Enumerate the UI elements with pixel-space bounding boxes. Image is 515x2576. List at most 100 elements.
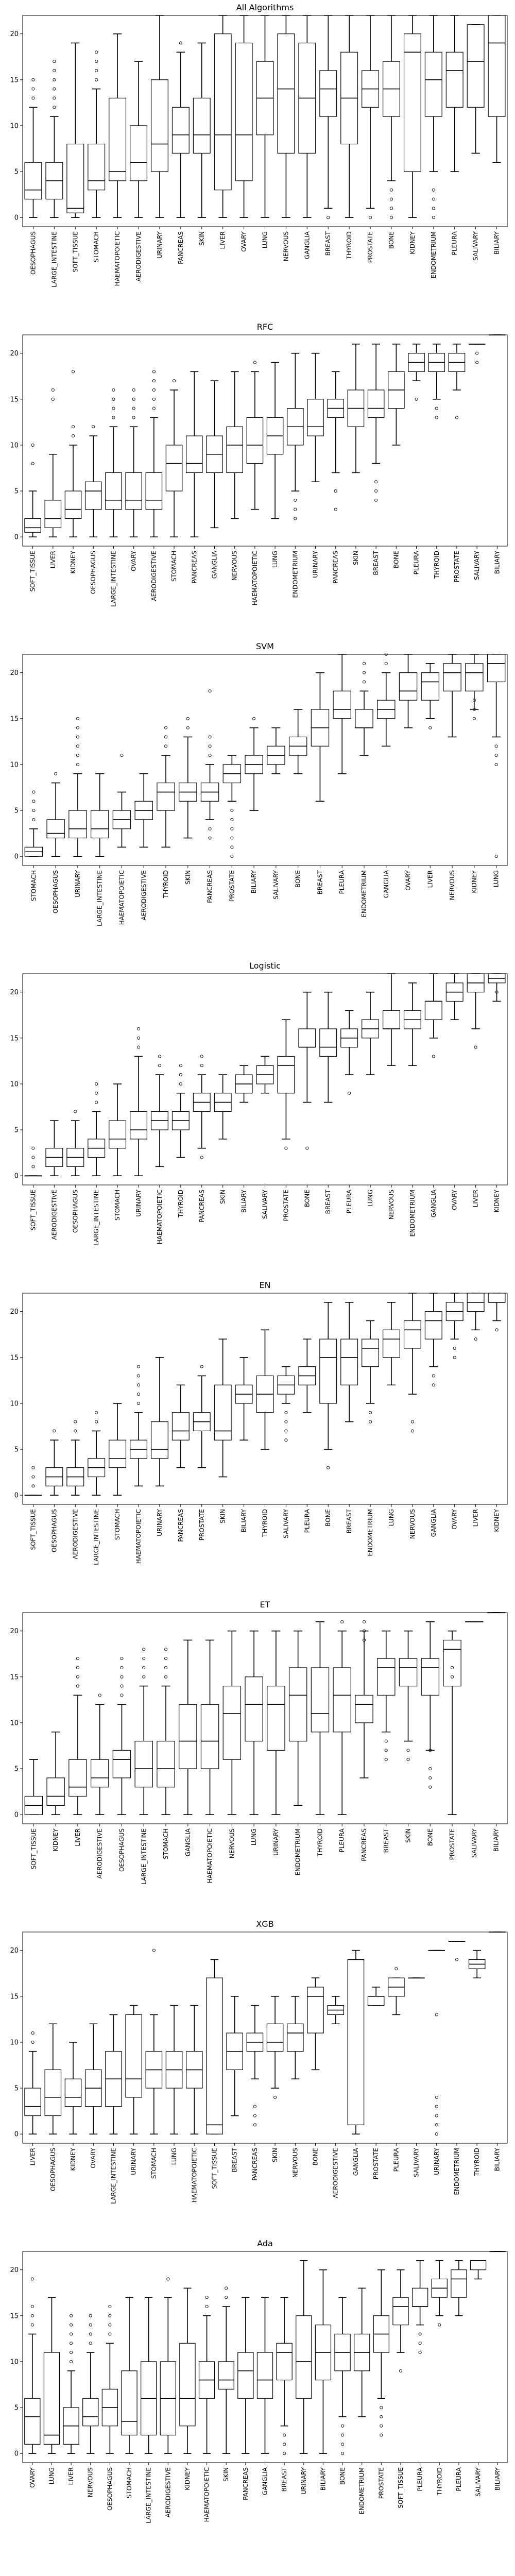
- box-haematopoietic: HAEMATOPOIETIC: [109, 33, 127, 286]
- x-tick-label: BILIARY: [493, 550, 501, 574]
- outlier-point: [95, 78, 98, 81]
- outlier-point: [283, 2433, 286, 2437]
- box-liver: LIVER: [214, 15, 232, 249]
- x-tick-label: NERVOUS: [228, 1828, 235, 1858]
- outlier-point: [31, 96, 35, 100]
- box-iqr: [392, 2297, 409, 2326]
- outlier-point: [108, 2332, 112, 2336]
- box-biliary: BILIARY: [235, 1357, 253, 1532]
- outlier-point: [53, 96, 56, 100]
- box-stomach: STOMACH: [109, 1403, 127, 1540]
- outlier-point: [95, 69, 98, 73]
- box-bone: BONE: [383, 15, 400, 249]
- box-iqr: [424, 1311, 442, 1340]
- box-breast: BREAST: [319, 15, 337, 256]
- outlier-point: [294, 507, 297, 511]
- x-tick-label: PANCREAS: [251, 2148, 259, 2181]
- box-endometrium: ENDOMETRIUM: [287, 352, 304, 598]
- outlier-point: [435, 406, 438, 410]
- box-skin: SKIN: [218, 2286, 234, 2482]
- panel-1: All Algorithms 0 5 10 15 20 OESOPHAGUS LARGE_IN…: [10, 3, 508, 287]
- x-tick-label: KIDNEY: [184, 2467, 191, 2490]
- outlier-point: [76, 1684, 79, 1688]
- y-tick-label: 20: [10, 989, 19, 996]
- x-tick-label: PANCREAS: [360, 1828, 368, 1861]
- x-tick-label: SKIN: [184, 870, 192, 885]
- box-pancreas: PANCREAS: [237, 2297, 254, 2500]
- x-tick-label: BILIARY: [250, 870, 258, 893]
- outlier-point: [142, 1675, 146, 1679]
- outlier-point: [136, 1027, 141, 1031]
- box-iqr: [424, 52, 442, 117]
- outlier-point: [494, 744, 498, 748]
- y-tick-label: 0: [14, 853, 19, 861]
- outlier-point: [418, 2332, 422, 2336]
- box-stomach: STOMACH: [24, 790, 43, 901]
- outlier-point: [230, 808, 234, 812]
- y-tick-label: 10: [10, 2358, 19, 2366]
- outlier-point: [432, 216, 435, 219]
- box-skin: SKIN: [399, 1630, 418, 1843]
- x-tick-label: SALIVARY: [475, 2467, 482, 2496]
- box-large-intestine: LARGE_INTESTINE: [45, 60, 63, 287]
- outlier-point: [164, 726, 168, 730]
- box-soft-tissue: SOFT_TISSUE: [24, 1759, 43, 1870]
- panel-title: Ada: [257, 2239, 273, 2248]
- x-tick-label: THYROID: [346, 231, 353, 260]
- x-tick-label: PANCREAS: [242, 2467, 249, 2500]
- outlier-point: [74, 1429, 77, 1433]
- x-tick-label: PLEURA: [392, 2147, 400, 2172]
- outlier-point: [120, 1657, 124, 1660]
- box-urinary: URINARY: [296, 2260, 312, 2495]
- outlier-point: [225, 2286, 228, 2290]
- x-tick-label: BREAST: [346, 1509, 353, 1533]
- box-iqr: [403, 33, 421, 172]
- box-salivary: SALIVARY: [465, 1621, 484, 1858]
- outlier-point: [428, 1776, 432, 1780]
- outlier-point: [384, 1758, 388, 1761]
- box-large-intestine: LARGE_INTESTINE: [105, 2014, 122, 2204]
- outlier-point: [98, 1693, 101, 1697]
- x-tick-label: NERVOUS: [87, 2467, 94, 2497]
- y-tick-label: 15: [10, 1354, 19, 1362]
- box-iqr: [68, 1759, 87, 1797]
- y-tick-label: 10: [10, 761, 19, 769]
- outlier-point: [327, 216, 330, 219]
- outlier-point: [30, 2304, 34, 2309]
- box-haematopoietic: HAEMATOPOIETIC: [130, 1365, 147, 1564]
- outlier-point: [253, 2105, 256, 2108]
- box-thyroid: THYROID: [256, 1329, 274, 1537]
- x-tick-label: BONE: [339, 2467, 346, 2485]
- box-lung: LUNG: [362, 991, 380, 1207]
- outlier-point: [152, 397, 156, 401]
- x-tick-label: URINARY: [312, 550, 319, 578]
- x-tick-label: ENDOMETRIUM: [453, 2148, 460, 2195]
- outlier-point: [205, 2296, 209, 2299]
- y-tick-label: 10: [10, 122, 19, 130]
- outlier-point: [200, 1365, 203, 1368]
- outlier-point: [362, 1629, 366, 1633]
- outlier-point: [95, 1100, 98, 1104]
- outlier-point: [253, 361, 256, 364]
- box-urinary: URINARY: [307, 352, 324, 578]
- outlier-point: [432, 197, 435, 201]
- x-tick-label: KIDNEY: [70, 550, 77, 573]
- outlier-point: [435, 2013, 438, 2016]
- outlier-point: [76, 1666, 79, 1670]
- x-tick-label: HAEMATOPOIETIC: [203, 2467, 211, 2522]
- y-tick-label: 5: [14, 1446, 19, 1454]
- panel-8: Ada 0 5 10 15 20 OVARY LUNG LIVER NERVOUS OESOPHAG…: [10, 2239, 508, 2523]
- outlier-point: [428, 726, 432, 730]
- outlier-point: [120, 1693, 124, 1697]
- box-iqr: [276, 2343, 293, 2381]
- x-tick-label: GANGLIA: [184, 1828, 192, 1856]
- outlier-point: [230, 818, 234, 821]
- box-aerodigestive: AERODIGESTIVE: [45, 1120, 63, 1240]
- box-large-intestine: LARGE_INTESTINE: [134, 1648, 153, 1885]
- box-iqr: [443, 1639, 461, 1687]
- box-iqr: [130, 1111, 147, 1140]
- outlier-point: [455, 1958, 459, 1961]
- box-pleura: PLEURA: [333, 654, 351, 894]
- outlier-point: [415, 397, 418, 401]
